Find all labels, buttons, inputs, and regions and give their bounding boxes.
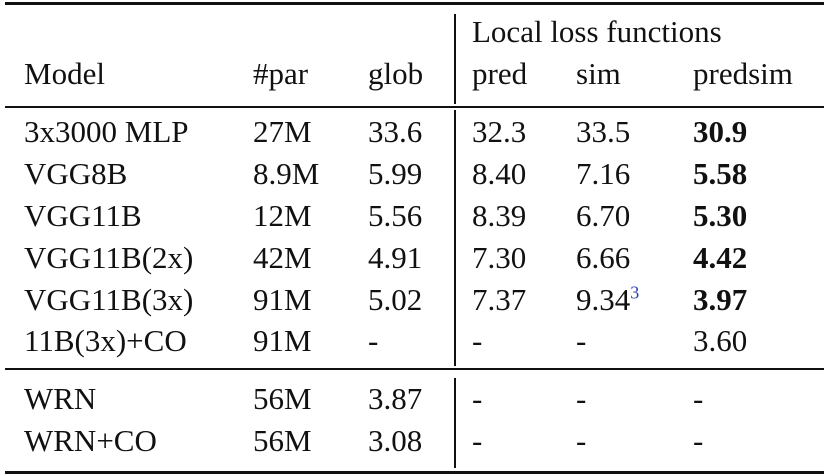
cell-predsim: 30.9 (693, 114, 748, 149)
cell-par: 56M (253, 381, 312, 416)
col-header-glob: glob (368, 56, 424, 91)
top-rule (5, 2, 824, 5)
cell-pred: 8.40 (472, 156, 527, 191)
cell-sim: - (576, 423, 587, 458)
cell-pred: 32.3 (472, 114, 527, 149)
cell-sim: 6.70 (576, 198, 631, 233)
cell-pred: - (472, 423, 483, 458)
cell-sim: 7.16 (576, 156, 631, 191)
cell-par: 12M (253, 198, 312, 233)
cell-glob: 5.02 (368, 282, 423, 317)
cell-pred: - (472, 323, 483, 358)
cell-predsim: 5.58 (693, 156, 748, 191)
cell-par: 91M (253, 323, 312, 358)
cell-pred: 7.30 (472, 240, 527, 275)
cell-model: WRN+CO (24, 423, 157, 458)
cell-model: WRN (24, 381, 97, 416)
col-header-model: Model (24, 56, 105, 91)
cell-sim: - (576, 323, 587, 358)
footnote-marker: 3 (630, 282, 640, 303)
col-header-pred: pred (472, 56, 528, 91)
col-header-sim: sim (576, 56, 621, 91)
col-header-predsim: predsim (693, 56, 793, 91)
cell-pred: - (472, 381, 483, 416)
cell-glob: 33.6 (368, 114, 423, 149)
cell-predsim: 3.60 (693, 323, 748, 358)
cell-sim-value: 9.34 (576, 282, 631, 317)
cell-model: VGG8B (24, 156, 128, 191)
column-divider (454, 14, 456, 104)
cell-sim: - (576, 381, 587, 416)
cell-par: 91M (253, 282, 312, 317)
column-divider (454, 378, 456, 468)
section-rule (5, 368, 824, 370)
cell-pred: 7.37 (472, 282, 527, 317)
cell-model: VGG11B (24, 198, 142, 233)
cell-sim: 33.5 (576, 114, 631, 149)
col-header-par: #par (253, 56, 309, 91)
cell-glob: 5.99 (368, 156, 423, 191)
cell-sim: 9.343 (576, 282, 639, 318)
cell-model: 3x3000 MLP (24, 114, 189, 149)
cell-model: VGG11B(2x) (24, 240, 194, 275)
cell-glob: - (368, 323, 379, 358)
cell-par: 27M (253, 114, 312, 149)
cell-sim: 6.66 (576, 240, 631, 275)
cell-par: 8.9M (253, 156, 320, 191)
cell-model: VGG11B(3x) (24, 282, 194, 317)
cell-par: 56M (253, 423, 312, 458)
cell-model: 11B(3x)+CO (24, 323, 187, 358)
cell-predsim: - (693, 423, 704, 458)
column-divider (454, 110, 456, 366)
cell-predsim: 5.30 (693, 198, 748, 233)
cell-glob: 5.56 (368, 198, 423, 233)
cell-glob: 3.87 (368, 381, 423, 416)
cell-par: 42M (253, 240, 312, 275)
cell-predsim: 4.42 (693, 240, 748, 275)
cell-predsim: - (693, 381, 704, 416)
cell-glob: 4.91 (368, 240, 423, 275)
group-header-local-loss: Local loss functions (472, 14, 722, 49)
bottom-rule (5, 471, 824, 474)
cell-predsim: 3.97 (693, 282, 748, 317)
header-rule (5, 106, 824, 108)
cell-pred: 8.39 (472, 198, 527, 233)
cell-glob: 3.08 (368, 423, 423, 458)
